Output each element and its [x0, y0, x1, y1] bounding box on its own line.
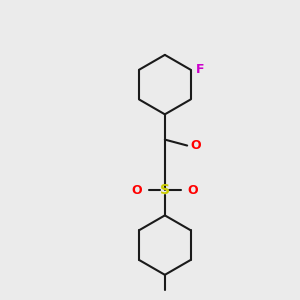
Text: F: F [196, 63, 205, 76]
Text: O: O [188, 184, 198, 196]
Text: O: O [131, 184, 142, 196]
Text: S: S [160, 183, 170, 197]
Text: O: O [191, 139, 201, 152]
